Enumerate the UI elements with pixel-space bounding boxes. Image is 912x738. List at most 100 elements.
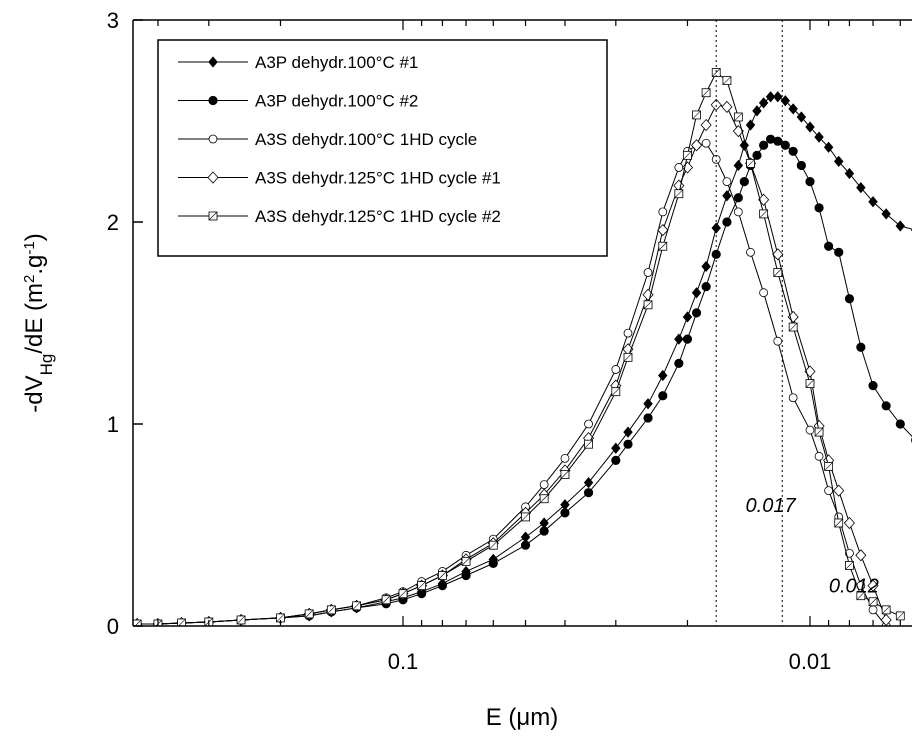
x-tick-label: 0.01 xyxy=(789,649,832,674)
series-3-point xyxy=(623,328,633,338)
series-5 xyxy=(133,68,905,626)
series-2-point xyxy=(895,419,905,429)
series-5-point-hatch xyxy=(584,439,593,449)
series-5-point-hatch xyxy=(398,589,408,598)
series-2-point xyxy=(539,526,549,536)
series-1-point xyxy=(611,442,621,454)
series-2-point xyxy=(788,146,798,156)
legend-marker xyxy=(207,171,219,184)
series-1-point xyxy=(658,369,668,382)
series-2-point xyxy=(658,391,668,401)
series-3-point xyxy=(814,451,824,461)
legend-marker xyxy=(208,95,218,106)
series-5-point-hatch xyxy=(845,561,854,570)
series-2-point xyxy=(682,334,693,344)
series-2-point xyxy=(583,488,594,498)
series-2-point xyxy=(643,413,653,423)
series-3-point xyxy=(643,268,653,277)
series-1-point xyxy=(881,208,891,220)
series-5-point-hatch xyxy=(539,494,549,503)
axes xyxy=(132,19,912,627)
series-1-point xyxy=(765,91,776,103)
series-5-point-hatch xyxy=(623,353,633,362)
legend-item-3: A3S dehydr.100°C 1HD cycle xyxy=(178,130,477,149)
series-3-point xyxy=(845,548,854,558)
legend-box xyxy=(157,39,608,257)
series-1-point xyxy=(691,287,702,299)
series-2-point xyxy=(796,160,806,171)
series-5-point xyxy=(177,618,186,626)
series-3-point xyxy=(674,163,684,172)
legend-item-1: A3P dehydr.100°C #1 xyxy=(178,53,418,72)
legend-marker xyxy=(208,134,218,144)
legend-label: A3P dehydr.100°C #2 xyxy=(255,92,418,111)
series-2-point xyxy=(759,140,769,150)
series-5-point-hatch xyxy=(560,470,570,479)
series-5-point-hatch xyxy=(381,595,391,604)
legend-marker-hatch xyxy=(208,211,218,221)
series-5-point-hatch xyxy=(759,209,768,219)
series-2-point xyxy=(488,558,498,568)
series-2-point xyxy=(881,401,891,411)
legend-label: A3S dehydr.125°C 1HD cycle #2 xyxy=(255,207,501,226)
series-5-point-hatch xyxy=(824,462,833,471)
series-1-point xyxy=(856,182,866,194)
series-1-point xyxy=(722,190,732,202)
series-3-point xyxy=(560,453,570,463)
x-tick-label: 0.1 xyxy=(388,649,419,674)
series-2-point xyxy=(739,177,749,187)
series-4-point xyxy=(691,139,703,152)
series-5-point-hatch xyxy=(856,591,866,600)
series-1-point xyxy=(701,260,711,273)
series-5-point-hatch xyxy=(868,597,878,606)
series-3-point xyxy=(868,605,878,615)
series-2-point xyxy=(780,140,790,150)
series-2-point xyxy=(868,381,878,391)
series-4-point xyxy=(833,484,845,497)
series-1-point xyxy=(780,95,791,107)
series-layer xyxy=(133,68,912,626)
legend-label: A3P dehydr.100°C #1 xyxy=(255,53,418,72)
series-2-point xyxy=(611,455,621,465)
series-2-point xyxy=(461,570,471,581)
series-1-point xyxy=(834,155,844,168)
series-1-point xyxy=(758,97,769,109)
series-2-point xyxy=(623,439,633,449)
series-5-point-hatch xyxy=(773,268,782,277)
x-axis-title: E (μm) xyxy=(486,704,559,731)
series-3-point xyxy=(722,177,732,187)
series-5-point-hatch xyxy=(805,379,815,388)
reference-lines xyxy=(715,20,783,626)
legend-label: A3S dehydr.125°C 1HD cycle #1 xyxy=(255,169,501,188)
series-1-point xyxy=(623,426,633,438)
series-1-point xyxy=(674,333,684,345)
series-1-point xyxy=(583,476,594,489)
series-4-point xyxy=(721,100,733,113)
series-1-point xyxy=(773,91,783,103)
series-5-point-hatch xyxy=(692,110,701,120)
series-1-point xyxy=(823,141,834,153)
y-tick-label: 3 xyxy=(107,8,119,33)
series-3-point xyxy=(658,207,668,217)
series-2-point xyxy=(701,282,711,292)
series-3-point xyxy=(701,138,711,148)
series-1-point xyxy=(788,103,798,115)
series-3-point xyxy=(759,288,769,298)
series-5-point-hatch xyxy=(896,611,905,621)
series-4-point xyxy=(867,579,879,592)
series-3-point xyxy=(746,247,755,257)
series-5-point-hatch xyxy=(521,512,530,522)
series-5-point-hatch xyxy=(134,619,142,626)
series-2-point xyxy=(691,308,702,318)
annotations: 0.017 0.012 xyxy=(746,495,879,598)
series-3-point xyxy=(788,393,798,403)
series-1-point xyxy=(682,311,693,323)
series-2-point xyxy=(733,193,743,203)
series-3-point xyxy=(611,365,621,374)
series-5-point-hatch xyxy=(683,151,692,160)
series-3-point xyxy=(773,336,783,346)
series-5-point-hatch xyxy=(746,159,755,168)
series-5-point-hatch xyxy=(417,581,426,590)
series-1-point xyxy=(868,196,878,208)
